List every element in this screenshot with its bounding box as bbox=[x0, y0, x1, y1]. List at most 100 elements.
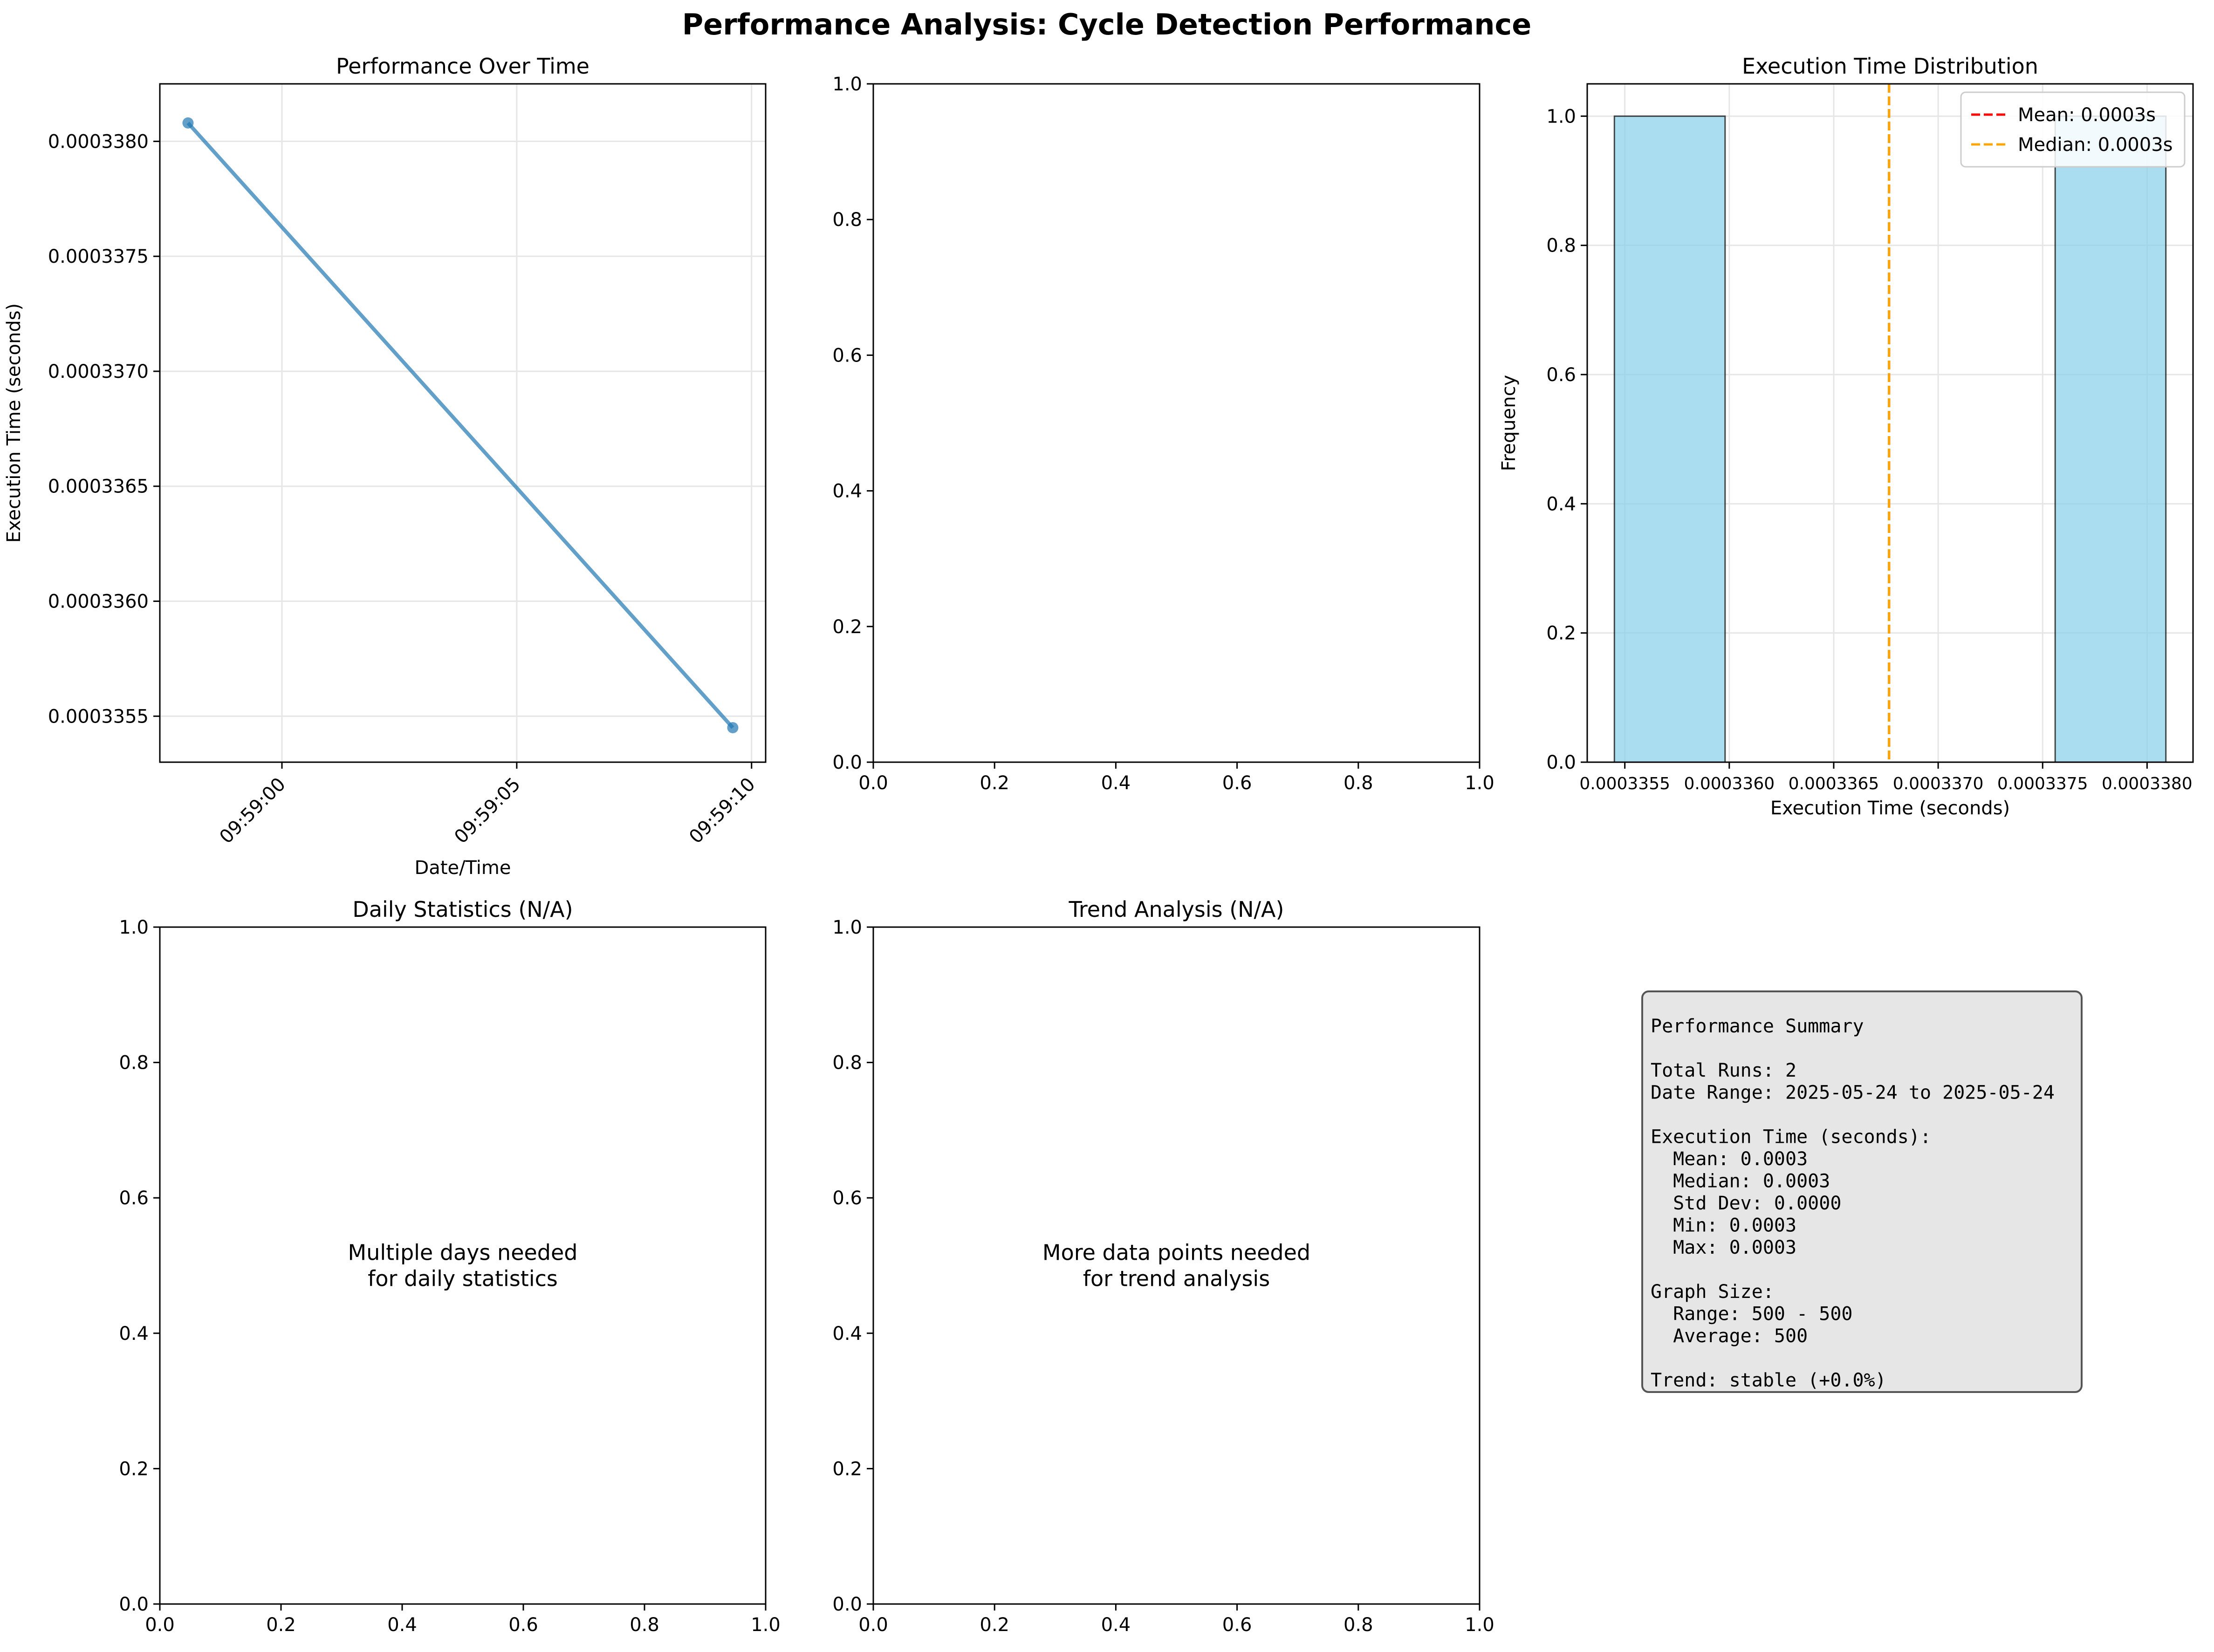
y-tick-label: 0.0003355 bbox=[48, 706, 149, 727]
x-tick-label: 0.6 bbox=[1222, 772, 1252, 794]
summary-line: Std Dev: 0.0000 bbox=[1651, 1193, 1841, 1214]
axes-frame bbox=[1586, 83, 2194, 763]
summary-line: Date Range: 2025-05-24 to 2025-05-24 bbox=[1651, 1082, 2055, 1104]
x-tick-label: 1.0 bbox=[751, 1614, 781, 1636]
y-tick-label: 0.4 bbox=[832, 1323, 862, 1345]
x-tick-label: 0.8 bbox=[1343, 772, 1373, 794]
data-point bbox=[727, 722, 739, 733]
summary-line: Max: 0.0003 bbox=[1651, 1237, 1796, 1258]
x-tick-label: 0.0003370 bbox=[1893, 774, 1984, 793]
y-tick-label: 0.2 bbox=[832, 616, 862, 638]
y-tick-label: 0.6 bbox=[832, 1188, 862, 1209]
y-tick-label: 0.0003380 bbox=[48, 131, 149, 152]
y-tick-label: 1.0 bbox=[832, 74, 862, 95]
x-tick-label: 0.0003365 bbox=[1789, 774, 1879, 793]
y-tick-label: 0.8 bbox=[832, 209, 862, 231]
chart-panel-trend-analysis: 0.0 0.2 0.4 0.6 0.8 1.0 0.0 0.2 0.4 0.6 0.8 1.0 Tren… bbox=[832, 897, 1494, 1636]
summary-line: Average: 500 bbox=[1651, 1325, 1808, 1347]
y-tick-label: 0.6 bbox=[1546, 364, 1576, 386]
y-tick-label: 0.8 bbox=[1546, 235, 1576, 257]
summary-line: Range: 500 - 500 bbox=[1651, 1304, 1852, 1325]
panel-title: Daily Statistics (N/A) bbox=[352, 897, 573, 922]
axes-frame bbox=[159, 83, 767, 763]
y-tick-label: 0.2 bbox=[119, 1458, 149, 1480]
legend-label: Median: 0.0003s bbox=[2018, 134, 2173, 156]
x-axis-label: Execution Time (seconds) bbox=[1770, 798, 2010, 819]
x-tick-label: 0.2 bbox=[266, 1614, 296, 1636]
y-tick-label: 0.0003360 bbox=[48, 591, 149, 613]
x-tick-label: 0.0003360 bbox=[1684, 774, 1775, 793]
chart-panel-daily-statistics: 0.0 0.2 0.4 0.6 0.8 1.0 0.0 0.2 0.4 0.6 0.8 1.0 Dail… bbox=[119, 897, 780, 1636]
y-tick-label: 0.2 bbox=[832, 1458, 862, 1480]
y-tick-label: 0.4 bbox=[119, 1323, 149, 1345]
y-tick-label: 0.0 bbox=[832, 1594, 862, 1615]
summary-line: Total Runs: 2 bbox=[1651, 1060, 1796, 1081]
y-tick-label: 0.6 bbox=[832, 345, 862, 366]
y-tick-label: 0.4 bbox=[832, 481, 862, 502]
x-tick-label: 1.0 bbox=[1465, 772, 1494, 794]
x-tick-label: 0.8 bbox=[630, 1614, 659, 1636]
x-tick-label: 09:59:05 bbox=[450, 773, 525, 848]
y-tick-label: 0.8 bbox=[119, 1052, 149, 1074]
x-tick-label: 09:59:00 bbox=[215, 773, 290, 848]
summary-line: Trend: stable (+0.0%) bbox=[1651, 1370, 1886, 1391]
y-tick-label: 0.0003375 bbox=[48, 246, 149, 267]
summary-line: Min: 0.0003 bbox=[1651, 1215, 1796, 1236]
x-tick-label: 0.6 bbox=[508, 1614, 538, 1636]
x-tick-label: 0.6 bbox=[1222, 1614, 1252, 1636]
x-tick-label: 09:59:10 bbox=[685, 773, 760, 848]
x-tick-label: 0.2 bbox=[980, 1614, 1009, 1636]
legend: Mean: 0.0003s Median: 0.0003s bbox=[1960, 91, 2186, 168]
y-tick-label: 0.0 bbox=[119, 1594, 149, 1615]
panel-message: for trend analysis bbox=[1083, 1266, 1270, 1291]
x-tick-label: 0.0 bbox=[858, 772, 888, 794]
axes-frame bbox=[872, 83, 1481, 763]
histogram-bar bbox=[1613, 115, 1726, 763]
axes-frame bbox=[159, 926, 767, 1605]
y-tick-label: 1.0 bbox=[832, 917, 862, 938]
summary-line: Graph Size: bbox=[1651, 1281, 1774, 1303]
x-tick-label: 0.2 bbox=[980, 772, 1009, 794]
x-tick-label: 1.0 bbox=[1465, 1614, 1494, 1636]
panel-message: More data points needed bbox=[1042, 1240, 1310, 1265]
panel-title: Trend Analysis (N/A) bbox=[1069, 897, 1284, 922]
chart-panel-performance-over-time: 0.0003355 0.0003360 0.0003365 0.0003370 0.00… bbox=[3, 54, 767, 879]
figure-title: Performance Analysis: Cycle Detection Pe… bbox=[682, 7, 1532, 41]
summary-line: Execution Time (seconds): bbox=[1651, 1126, 1931, 1148]
y-tick-label: 0.0003370 bbox=[48, 361, 149, 382]
x-tick-label: 0.4 bbox=[1101, 772, 1131, 794]
y-tick-label: 0.6 bbox=[119, 1188, 149, 1209]
y-axis-label: Frequency bbox=[1498, 375, 1520, 471]
legend-label: Mean: 0.0003s bbox=[2018, 104, 2156, 126]
y-tick-label: 0.0003365 bbox=[48, 476, 149, 498]
y-tick-label: 0.0 bbox=[1546, 752, 1576, 773]
summary-line: Mean: 0.0003 bbox=[1651, 1148, 1808, 1170]
y-tick-label: 0.2 bbox=[1546, 623, 1576, 644]
x-tick-label: 0.0003380 bbox=[2102, 774, 2193, 793]
panel-title: Execution Time Distribution bbox=[1742, 54, 2038, 79]
summary-line: Performance Summary bbox=[1651, 1016, 1864, 1037]
chart-panel-empty-panel: 0.0 0.2 0.4 0.6 0.8 1.0 0.0 0.2 0.4 0.6 0.8 1.0 bbox=[832, 74, 1494, 794]
summary-box bbox=[1641, 990, 2083, 1393]
summary-line: Median: 0.0003 bbox=[1651, 1171, 1830, 1192]
data-point bbox=[182, 117, 194, 129]
x-tick-label: 0.0 bbox=[145, 1614, 175, 1636]
x-tick-label: 0.0003375 bbox=[1997, 774, 2088, 793]
y-axis-label: Execution Time (seconds) bbox=[3, 303, 25, 543]
x-tick-label: 0.4 bbox=[1101, 1614, 1131, 1636]
y-tick-label: 0.0 bbox=[832, 752, 862, 773]
x-tick-label: 0.0003355 bbox=[1579, 774, 1670, 793]
panel-title: Performance Over Time bbox=[336, 54, 589, 79]
legend-box bbox=[1960, 91, 2186, 168]
series-line bbox=[186, 122, 734, 729]
y-tick-label: 0.4 bbox=[1546, 493, 1576, 515]
y-tick-label: 1.0 bbox=[1546, 106, 1576, 127]
x-tick-label: 0.8 bbox=[1343, 1614, 1373, 1636]
y-tick-label: 0.8 bbox=[832, 1052, 862, 1074]
histogram-bar bbox=[2054, 115, 2167, 763]
chart-panel-execution-time-distribution: 0.0 0.2 0.4 0.6 0.8 1.0 0.0003355 0.0003360 0.00… bbox=[1498, 54, 2194, 819]
y-tick-label: 1.0 bbox=[119, 917, 149, 938]
x-axis-label: Date/Time bbox=[415, 857, 511, 879]
